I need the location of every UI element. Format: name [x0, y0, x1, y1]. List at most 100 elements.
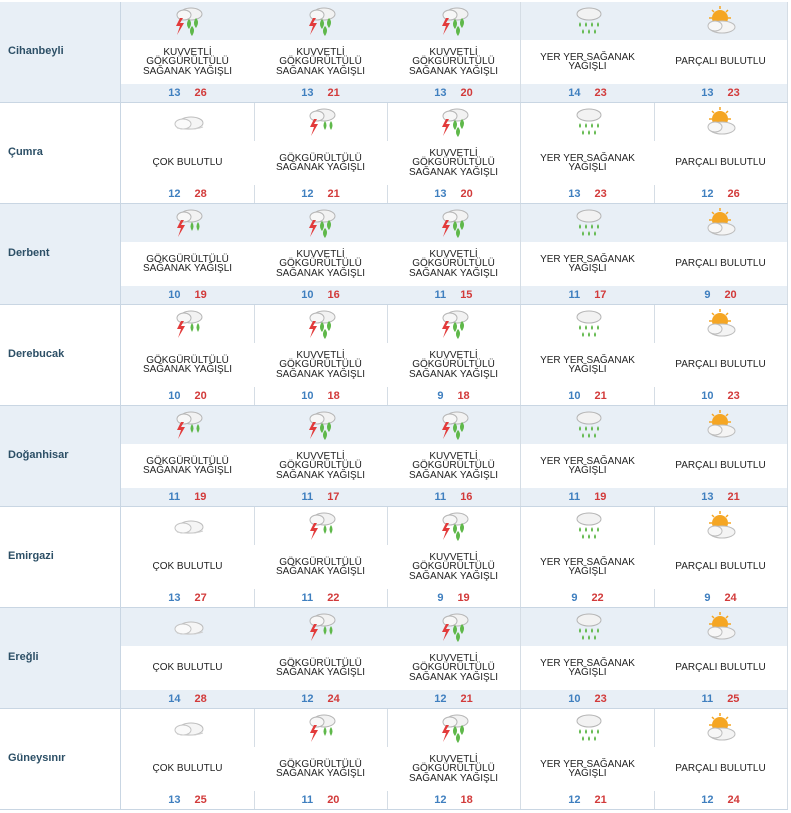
- condition-text: KUVVETLİ GÖKGÜRÜLTÜLÜ SAĞANAK YAĞIŞLI: [408, 450, 499, 481]
- temperature-band: 11 25: [654, 690, 787, 708]
- heavy-thunder-rain-icon: [254, 204, 387, 242]
- min-temperature: 9: [437, 390, 444, 402]
- temperature-band: 11 15: [387, 286, 520, 304]
- condition-band: PARÇALI BULUTLU: [654, 242, 787, 286]
- condition-band: KUVVETLİ GÖKGÜRÜLTÜLÜ SAĞANAK YAĞIŞLI: [254, 242, 387, 286]
- city-name-link[interactable]: Ereğli: [8, 651, 39, 663]
- condition-text: GÖKGÜRÜLTÜLÜ SAĞANAK YAĞIŞLI: [142, 253, 233, 274]
- city-name-link[interactable]: Cihanbeyli: [8, 45, 64, 57]
- partly-cloudy-icon: [654, 406, 787, 444]
- row-divider: [0, 304, 788, 305]
- condition-text: YER YER SAĞANAK YAĞIŞLI: [540, 556, 635, 577]
- city-row: Ereğli ÇOK BULUTLU 14 28 GÖKGÜRÜLTÜLÜ SAĞA…: [0, 608, 788, 708]
- condition-band: KUVVETLİ GÖKGÜRÜLTÜLÜ SAĞANAK YAĞIŞLI: [387, 646, 520, 690]
- min-temperature: 11: [301, 794, 314, 806]
- min-temperature: 14: [568, 87, 581, 99]
- city-name-link[interactable]: Derbent: [8, 247, 50, 259]
- day-forecast-cell: KUVVETLİ GÖKGÜRÜLTÜLÜ SAĞANAK YAĞIŞLI 12 2…: [387, 608, 521, 708]
- temperature-band: 13 25: [121, 791, 254, 809]
- heavy-thunder-rain-icon: [387, 406, 520, 444]
- min-temperature: 9: [704, 592, 711, 604]
- scattered-showers-icon: [521, 507, 654, 545]
- overcast-icon: [121, 103, 254, 141]
- scattered-showers-icon: [521, 2, 654, 40]
- temperature-band: 12 21: [521, 791, 654, 809]
- temperature-band: 13 20: [387, 185, 520, 203]
- min-temperature: 13: [434, 188, 447, 200]
- temperature-band: 11 22: [254, 589, 387, 607]
- min-temperature: 13: [701, 87, 714, 99]
- max-temperature: 20: [327, 794, 340, 806]
- day-forecast-cell: YER YER SAĞANAK YAĞIŞLI 14 23: [521, 2, 655, 102]
- condition-text: KUVVETLİ GÖKGÜRÜLTÜLÜ SAĞANAK YAĞIŞLI: [408, 349, 499, 380]
- max-temperature: 23: [594, 693, 607, 705]
- city-name-cell: Doğanhisar: [0, 406, 121, 506]
- day-forecast-cell: KUVVETLİ GÖKGÜRÜLTÜLÜ SAĞANAK YAĞIŞLI 9 18: [387, 305, 521, 405]
- day-forecast-cell: GÖKGÜRÜLTÜLÜ SAĞANAK YAĞIŞLI 11 22: [254, 507, 388, 607]
- max-temperature: 21: [327, 188, 340, 200]
- condition-text: ÇOK BULUTLU: [152, 561, 223, 573]
- day-forecast-cell: PARÇALI BULUTLU 13 21: [654, 406, 788, 506]
- city-name-link[interactable]: Emirgazi: [8, 550, 54, 562]
- condition-band: PARÇALI BULUTLU: [654, 141, 787, 185]
- max-temperature: 18: [460, 794, 473, 806]
- city-name-link[interactable]: Derebucak: [8, 348, 65, 360]
- temperature-band: 12 26: [654, 185, 787, 203]
- city-row: Cihanbeyli KUVVETLİ GÖKGÜRÜLTÜLÜ SAĞANAK…: [0, 2, 788, 102]
- temperature-band: 13 27: [121, 589, 254, 607]
- max-temperature: 20: [194, 390, 207, 402]
- min-temperature: 12: [434, 794, 447, 806]
- min-temperature: 12: [568, 794, 581, 806]
- condition-text: ÇOK BULUTLU: [152, 763, 223, 775]
- condition-text: KUVVETLİ GÖKGÜRÜLTÜLÜ SAĞANAK YAĞIŞLI: [275, 450, 366, 481]
- condition-text: ÇOK BULUTLU: [152, 662, 223, 674]
- thunder-rain-icon: [254, 103, 387, 141]
- heavy-thunder-rain-icon: [121, 2, 254, 40]
- temperature-band: 12 24: [254, 690, 387, 708]
- overcast-icon: [121, 507, 254, 545]
- min-temperature: 13: [168, 87, 181, 99]
- min-temperature: 12: [301, 693, 314, 705]
- temperature-band: 10 18: [254, 387, 387, 405]
- min-temperature: 11: [701, 693, 714, 705]
- condition-text: KUVVETLİ GÖKGÜRÜLTÜLÜ SAĞANAK YAĞIŞLI: [408, 46, 499, 77]
- day-forecast-cell: KUVVETLİ GÖKGÜRÜLTÜLÜ SAĞANAK YAĞIŞLI 13 2…: [387, 103, 521, 203]
- max-temperature: 26: [727, 188, 740, 200]
- heavy-thunder-rain-icon: [387, 507, 520, 545]
- max-temperature: 25: [727, 693, 740, 705]
- condition-text: YER YER SAĞANAK YAĞIŞLI: [540, 657, 635, 678]
- partly-cloudy-icon: [654, 709, 787, 747]
- min-temperature: 12: [701, 794, 714, 806]
- day-forecast-cell: YER YER SAĞANAK YAĞIŞLI 11 19: [521, 406, 655, 506]
- city-name-link[interactable]: Doğanhisar: [8, 449, 69, 461]
- day-forecast-cell: PARÇALI BULUTLU 9 20: [654, 204, 788, 304]
- min-temperature: 11: [434, 491, 447, 503]
- day-forecast-cell: GÖKGÜRÜLTÜLÜ SAĞANAK YAĞIŞLI 12 24: [254, 608, 388, 708]
- city-name-link[interactable]: Güneysınır: [8, 752, 66, 764]
- city-name-link[interactable]: Çumra: [8, 146, 43, 158]
- condition-text: KUVVETLİ GÖKGÜRÜLTÜLÜ SAĞANAK YAĞIŞLI: [408, 551, 499, 582]
- city-name-cell: Çumra: [0, 103, 121, 203]
- min-temperature: 11: [434, 289, 447, 301]
- day-forecast-cell: ÇOK BULUTLU 14 28: [121, 608, 255, 708]
- condition-text: YER YER SAĞANAK YAĞIŞLI: [540, 253, 635, 274]
- condition-band: GÖKGÜRÜLTÜLÜ SAĞANAK YAĞIŞLI: [121, 343, 254, 387]
- condition-band: YER YER SAĞANAK YAĞIŞLI: [521, 747, 654, 791]
- temperature-band: 9 22: [521, 589, 654, 607]
- max-temperature: 17: [594, 289, 607, 301]
- min-temperature: 10: [301, 390, 314, 402]
- condition-text: YER YER SAĞANAK YAĞIŞLI: [540, 455, 635, 476]
- max-temperature: 24: [724, 592, 737, 604]
- thunder-rain-icon: [254, 507, 387, 545]
- min-temperature: 13: [568, 188, 581, 200]
- condition-band: ÇOK BULUTLU: [121, 747, 254, 791]
- min-temperature: 12: [168, 188, 181, 200]
- scattered-showers-icon: [521, 305, 654, 343]
- day-forecast-cell: YER YER SAĞANAK YAĞIŞLI 12 21: [521, 709, 655, 809]
- day-forecast-cell: ÇOK BULUTLU 12 28: [121, 103, 255, 203]
- heavy-thunder-rain-icon: [387, 709, 520, 747]
- condition-band: PARÇALI BULUTLU: [654, 40, 787, 84]
- city-row: Derebucak GÖKGÜRÜLTÜLÜ SAĞANAK YAĞIŞLI 10…: [0, 305, 788, 405]
- condition-text: PARÇALI BULUTLU: [675, 258, 766, 270]
- partly-cloudy-icon: [654, 2, 787, 40]
